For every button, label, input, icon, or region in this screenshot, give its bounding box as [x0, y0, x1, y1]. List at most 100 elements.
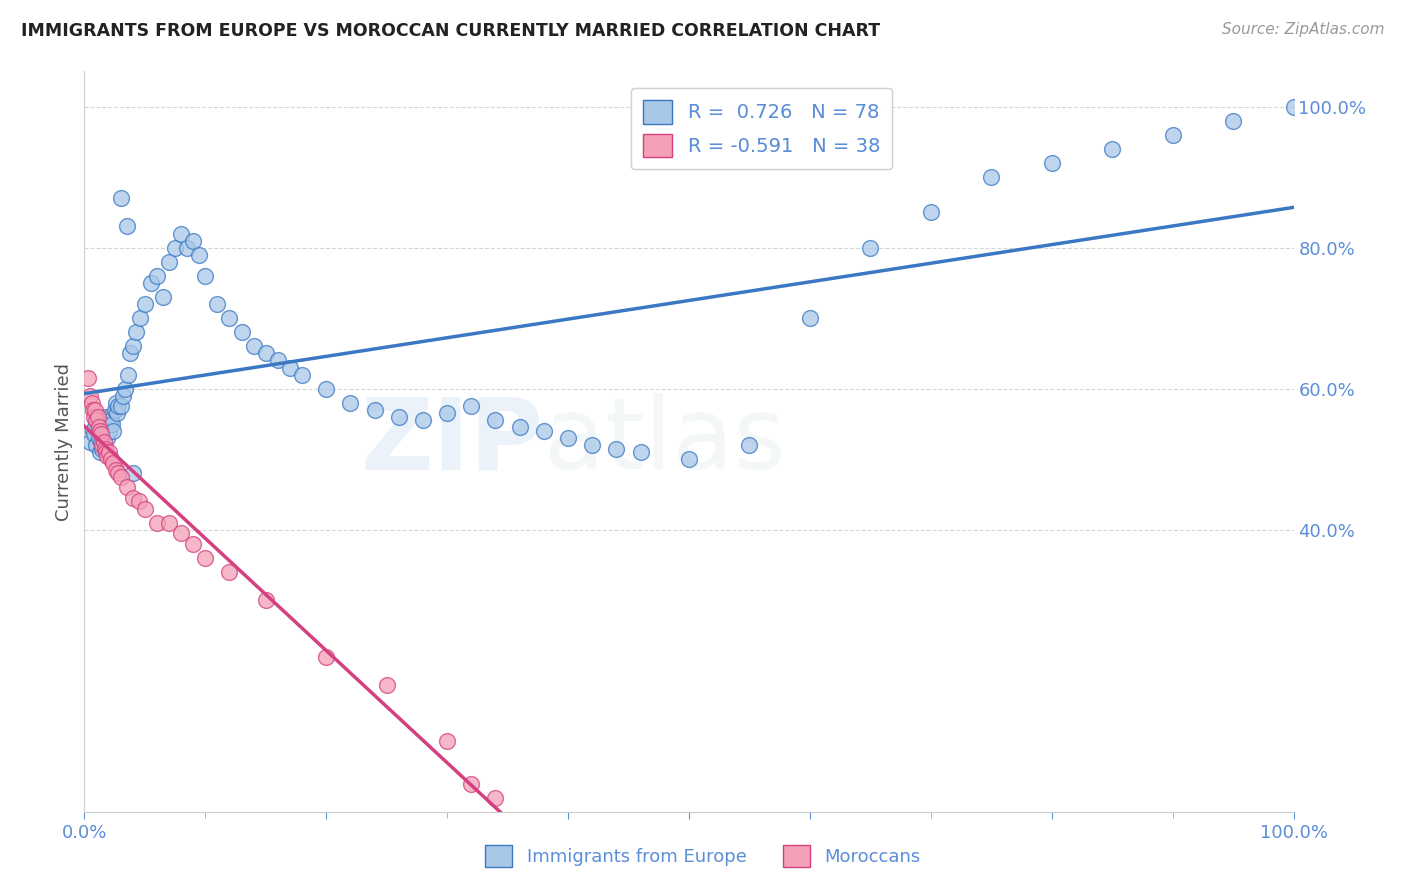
Point: [980, 170, 1002, 185]
Point: [105, 406, 128, 420]
Point: [112, 389, 135, 403]
Point: [799, 311, 821, 326]
Point: [605, 442, 627, 456]
Point: [1222, 113, 1244, 128]
Text: Source: ZipAtlas.com: Source: ZipAtlas.com: [1222, 22, 1385, 37]
Point: [90, 434, 112, 449]
Point: [859, 241, 882, 255]
Point: [134, 501, 156, 516]
Point: [484, 413, 506, 427]
Point: [139, 276, 162, 290]
Point: [460, 776, 482, 790]
Text: IMMIGRANTS FROM EUROPE VS MOROCCAN CURRENTLY MARRIED CORRELATION CHART: IMMIGRANTS FROM EUROPE VS MOROCCAN CURRE…: [21, 22, 880, 40]
Point: [107, 399, 129, 413]
Point: [104, 402, 127, 417]
Point: [181, 537, 204, 551]
Point: [920, 205, 942, 219]
Point: [110, 399, 132, 413]
Point: [1040, 156, 1063, 170]
Point: [242, 339, 264, 353]
Point: [96, 449, 118, 463]
Point: [110, 191, 132, 205]
Point: [96, 431, 118, 445]
Point: [84, 420, 107, 434]
Point: [110, 470, 132, 484]
Point: [630, 445, 652, 459]
Point: [557, 431, 579, 445]
Point: [170, 526, 193, 541]
Point: [254, 346, 277, 360]
Point: [98, 409, 121, 424]
Point: [157, 516, 180, 530]
Point: [412, 413, 434, 427]
Point: [77, 371, 100, 385]
Point: [79, 389, 101, 403]
Point: [157, 254, 180, 268]
Point: [82, 402, 104, 417]
Point: [218, 565, 240, 579]
Legend: Immigrants from Europe, Moroccans: Immigrants from Europe, Moroccans: [478, 838, 928, 874]
Point: [83, 409, 105, 424]
Point: [94, 445, 117, 459]
Point: [97, 445, 120, 459]
Point: [128, 494, 150, 508]
Text: atlas: atlas: [544, 393, 786, 490]
Point: [94, 442, 117, 456]
Point: [94, 409, 117, 424]
Point: [152, 290, 174, 304]
Point: [194, 268, 217, 283]
Point: [104, 463, 127, 477]
Point: [315, 649, 337, 664]
Point: [165, 241, 187, 255]
Point: [94, 413, 117, 427]
Point: [100, 413, 122, 427]
Point: [101, 417, 124, 431]
Point: [86, 413, 108, 427]
Point: [90, 427, 112, 442]
Point: [84, 402, 107, 417]
Point: [678, 452, 700, 467]
Point: [170, 227, 193, 241]
Point: [134, 297, 156, 311]
Point: [194, 550, 217, 565]
Point: [121, 491, 143, 505]
Point: [267, 353, 290, 368]
Point: [1161, 128, 1184, 142]
Point: [146, 516, 169, 530]
Point: [218, 311, 240, 326]
Point: [87, 420, 110, 434]
Point: [86, 409, 108, 424]
Point: [291, 368, 314, 382]
Point: [121, 339, 143, 353]
Point: [104, 396, 127, 410]
Point: [120, 346, 142, 360]
Point: [363, 402, 385, 417]
Point: [181, 234, 204, 248]
Point: [93, 434, 115, 449]
Point: [388, 409, 411, 424]
Point: [115, 219, 138, 234]
Point: [509, 420, 531, 434]
Point: [1101, 142, 1123, 156]
Point: [146, 268, 169, 283]
Point: [254, 593, 277, 607]
Point: [97, 424, 120, 438]
Point: [129, 311, 152, 326]
Point: [89, 424, 111, 438]
Point: [436, 406, 458, 420]
Point: [278, 360, 301, 375]
Point: [176, 241, 198, 255]
Point: [82, 424, 104, 438]
Point: [89, 445, 111, 459]
Point: [121, 467, 143, 481]
Point: [91, 442, 114, 456]
Point: [83, 427, 105, 442]
Point: [581, 438, 603, 452]
Point: [125, 325, 148, 339]
Text: ZIP: ZIP: [361, 393, 544, 490]
Point: [93, 420, 115, 434]
Point: [1282, 100, 1305, 114]
Point: [188, 248, 211, 262]
Point: [115, 480, 138, 494]
Point: [339, 396, 361, 410]
